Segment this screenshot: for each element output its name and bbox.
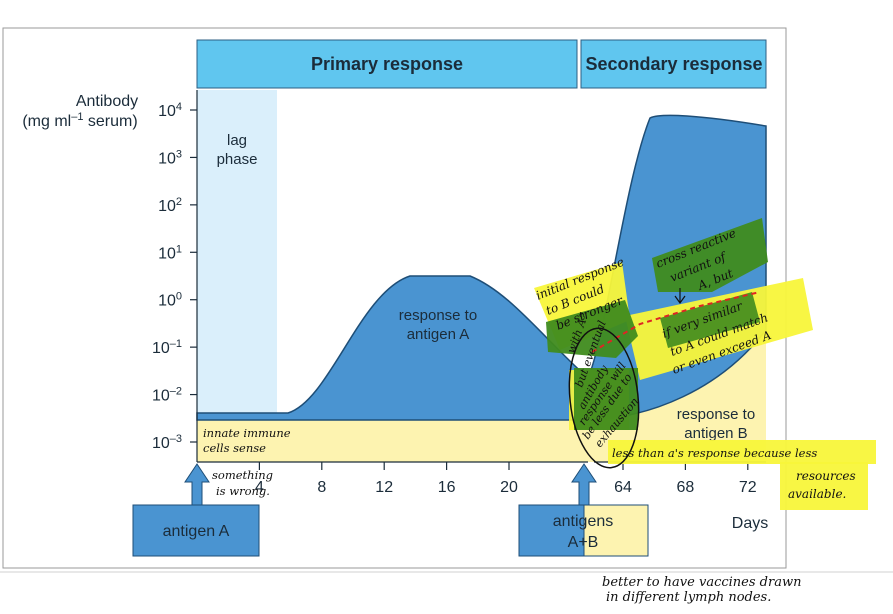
handwritten-arrow (674, 288, 686, 305)
y-tick-label: 101 (158, 243, 182, 262)
highlight-green-antibody-block (574, 368, 638, 430)
y-tick-label: 10–2 (152, 386, 182, 405)
x-tick-label: 64 (614, 479, 632, 496)
secondary-response-header (580, 39, 767, 89)
x-tick-label: 20 (500, 479, 518, 496)
series-antigen-a-label-line2: antigen A (407, 326, 470, 343)
x-tick-label: 8 (317, 479, 326, 496)
antigens-ab-marker-label-line1: antigens (553, 513, 614, 530)
antigens-ab-marker-right (583, 504, 649, 557)
highlight-yellow-less-response (608, 440, 876, 464)
y-tick-label: 10–3 (152, 433, 182, 452)
antigen-a-marker (132, 504, 260, 557)
series-antigen-a-label-line1: response to (399, 307, 477, 324)
y-axis-ticks: 104 103 102 101 100 10–1 10–2 10–3 (152, 101, 197, 452)
note-something-wrong-1: something (212, 468, 273, 482)
note-vaccines-2: in different lymph nodes. (606, 590, 771, 605)
antigens-ab-marker-label-line2: A+B (568, 534, 599, 551)
y-axis-label-part-a: (mg ml (22, 113, 71, 130)
y-axis-label-line1: Antibody (76, 93, 138, 110)
y-tick-label: 104 (158, 101, 182, 120)
primary-response-header (196, 39, 578, 89)
x-tick-label: 12 (375, 479, 393, 496)
secondary-response-title: Secondary response (585, 54, 762, 74)
note-resources-2: available. (788, 487, 846, 501)
y-tick-label: 102 (158, 196, 182, 215)
lag-phase-label-line2: phase (217, 151, 258, 168)
note-less-than-response: less than a's response because less (612, 446, 817, 460)
y-tick-label: 10–1 (152, 338, 182, 357)
series-antigen-b-label-line1: response to (677, 406, 755, 423)
note-something-wrong-2: is wrong. (216, 484, 270, 498)
lag-phase-region (197, 90, 277, 420)
antigens-ab-marker-left (518, 504, 585, 557)
highlight-green-if-very-similar (660, 292, 760, 348)
y-tick-label: 100 (158, 291, 182, 310)
note-vaccines-1: better to have vaccines drawn (602, 575, 801, 590)
x-tick-label: 16 (438, 479, 456, 496)
circled-annotation (568, 327, 640, 469)
y-axis-label-exponent: –1 (71, 111, 83, 123)
x-axis-label-days: Days (732, 515, 768, 532)
y-tick-label: 103 (158, 148, 182, 167)
series-antigen-b-label-line2: antigen B (684, 425, 747, 442)
y-axis-label-line2: (mg ml–1 serum) (22, 111, 137, 130)
highlight-green-cross-reactive (652, 218, 768, 292)
note-innate-immune-1: innate immune (203, 426, 291, 440)
x-axis-ticks: 4 8 12 16 20 64 68 72 (255, 462, 757, 496)
highlight-yellow-resources (780, 462, 868, 510)
note-innate-immune-2: cells sense (203, 441, 266, 455)
x-tick-label: 4 (255, 479, 264, 496)
primary-response-title: Primary response (311, 54, 463, 74)
lag-phase-label-line1: lag (227, 132, 247, 149)
y-axis-label-part-b: serum) (83, 113, 137, 130)
note-resources-1: resources (796, 469, 856, 483)
antigen-a-marker-label: antigen A (163, 523, 230, 540)
x-tick-label: 72 (739, 479, 757, 496)
x-tick-label: 68 (677, 479, 695, 496)
